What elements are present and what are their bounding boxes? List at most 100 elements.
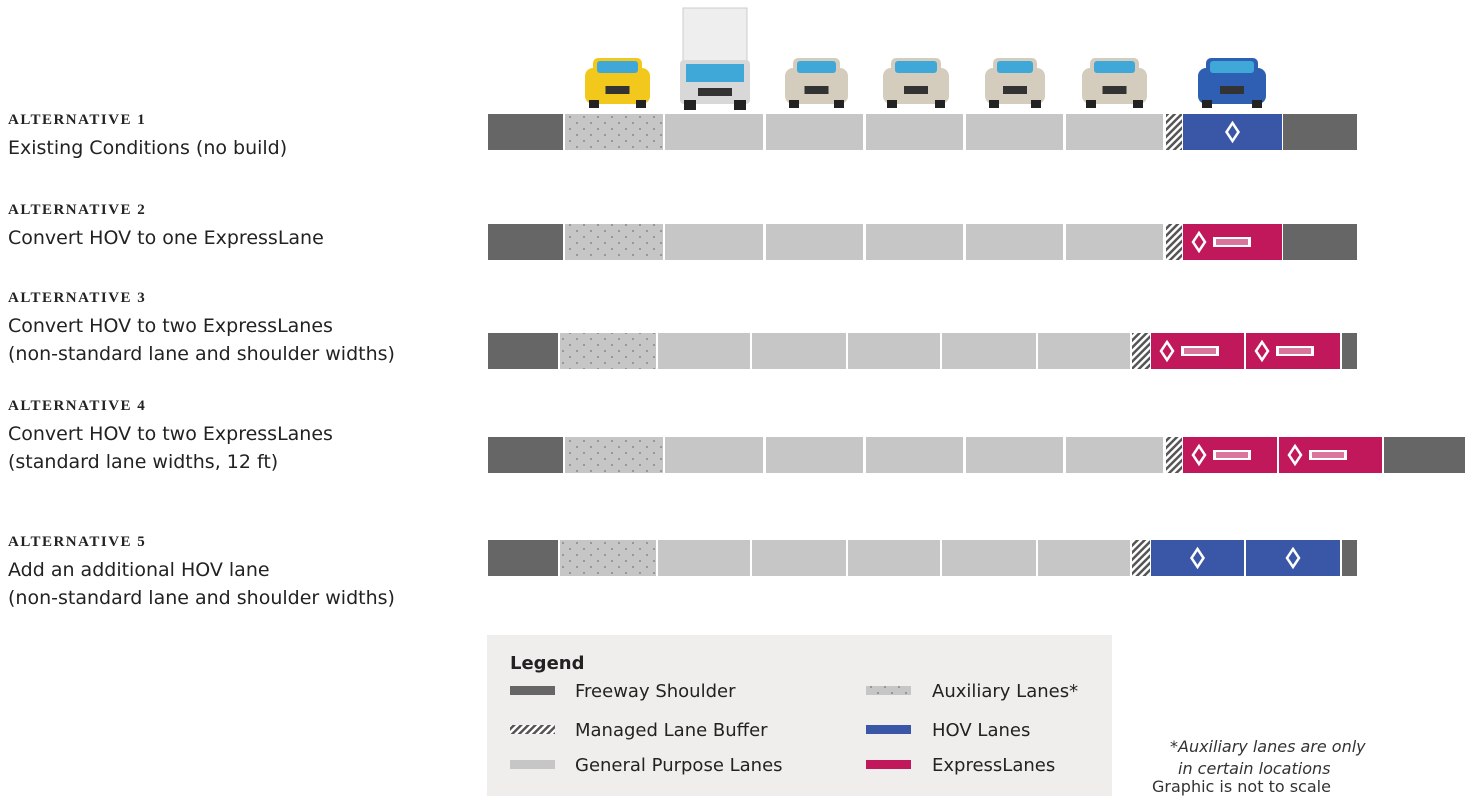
car-wheel bbox=[1202, 100, 1212, 108]
lane-G bbox=[1038, 333, 1130, 369]
lane-G bbox=[766, 224, 863, 260]
car-wheel bbox=[834, 100, 844, 108]
alt-description: Add an additional HOV lane bbox=[8, 559, 270, 581]
lane-G bbox=[942, 540, 1036, 576]
car-grille bbox=[1220, 86, 1244, 94]
legend-swatch bbox=[510, 725, 555, 734]
car-windshield bbox=[797, 61, 836, 73]
lane-H bbox=[1246, 540, 1340, 576]
car-windshield bbox=[1210, 61, 1254, 73]
lane-G bbox=[942, 333, 1036, 369]
lane-A bbox=[560, 333, 656, 369]
alt-title: ALTERNATIVE 1 bbox=[8, 112, 146, 128]
car-windshield bbox=[895, 61, 937, 73]
lane-G bbox=[848, 333, 940, 369]
diagram: Legend *Auxiliary lanes are only in cert… bbox=[0, 0, 1465, 796]
car-grille bbox=[904, 86, 928, 94]
lane-G bbox=[866, 437, 963, 473]
truck-windshield bbox=[686, 64, 744, 82]
legend-label: General Purpose Lanes bbox=[575, 755, 783, 776]
alt-title: ALTERNATIVE 3 bbox=[8, 290, 146, 306]
lane-G bbox=[866, 224, 963, 260]
lane-G bbox=[866, 114, 963, 150]
lane-G bbox=[1066, 437, 1163, 473]
car-wheel bbox=[1086, 100, 1096, 108]
lane-G bbox=[752, 540, 846, 576]
legend-label: Freeway Shoulder bbox=[575, 681, 736, 702]
car-grille bbox=[805, 86, 829, 94]
car-windshield bbox=[597, 61, 638, 73]
legend-label: ExpressLanes bbox=[932, 755, 1055, 776]
lane-G bbox=[658, 540, 750, 576]
alt-description: Existing Conditions (no build) bbox=[8, 137, 287, 159]
alt-title: ALTERNATIVE 2 bbox=[8, 202, 146, 218]
lane-B bbox=[1166, 224, 1182, 260]
car-wheel bbox=[1031, 100, 1041, 108]
truck-grille bbox=[698, 88, 732, 96]
alt-description: (non-standard lane and shoulder widths) bbox=[8, 587, 395, 609]
lane-S bbox=[1283, 224, 1357, 260]
lane-S bbox=[1342, 333, 1357, 369]
fastrak-mark bbox=[1184, 348, 1216, 354]
alt-description: (non-standard lane and shoulder widths) bbox=[8, 343, 395, 365]
fastrak-mark bbox=[1279, 348, 1311, 354]
legend-swatch bbox=[866, 686, 911, 695]
lane-A bbox=[565, 224, 663, 260]
scale-note: Graphic is not to scale bbox=[1152, 777, 1331, 796]
car-windshield bbox=[997, 61, 1033, 73]
car-grille bbox=[1003, 86, 1027, 94]
lane-A bbox=[560, 540, 656, 576]
legend-title: Legend bbox=[510, 653, 584, 674]
lane-S bbox=[1384, 437, 1465, 473]
lane-G bbox=[848, 540, 940, 576]
footnote: *Auxiliary lanes are only bbox=[1170, 737, 1366, 756]
legend-label: Auxiliary Lanes* bbox=[932, 681, 1078, 702]
truck-box bbox=[683, 8, 747, 68]
lane-S bbox=[1283, 114, 1357, 150]
lane-G bbox=[766, 114, 863, 150]
fastrak-mark bbox=[1216, 452, 1248, 458]
car-wheel bbox=[989, 100, 999, 108]
lane-G bbox=[966, 437, 1063, 473]
car-wheel bbox=[589, 100, 599, 108]
lane-G bbox=[966, 114, 1063, 150]
footnote: in certain locations bbox=[1178, 759, 1330, 778]
legend-label: HOV Lanes bbox=[932, 720, 1030, 741]
car-wheel bbox=[789, 100, 799, 108]
lane-A bbox=[565, 437, 663, 473]
car-wheel bbox=[1252, 100, 1262, 108]
lane-B bbox=[1132, 333, 1150, 369]
lane-S bbox=[488, 114, 563, 150]
legend-swatch bbox=[510, 760, 555, 769]
fastrak-mark bbox=[1216, 239, 1248, 245]
car-wheel bbox=[1133, 100, 1143, 108]
lane-G bbox=[766, 437, 863, 473]
legend-swatch bbox=[510, 686, 555, 695]
lane-G bbox=[966, 224, 1063, 260]
lane-S bbox=[488, 224, 563, 260]
car-wheel bbox=[935, 100, 945, 108]
lane-S bbox=[488, 540, 558, 576]
car-windshield bbox=[1094, 61, 1135, 73]
car-wheel bbox=[636, 100, 646, 108]
alt-description: Convert HOV to one ExpressLane bbox=[8, 227, 324, 249]
alt-description: Convert HOV to two ExpressLanes bbox=[8, 423, 333, 445]
truck-wheel bbox=[734, 100, 746, 110]
lane-G bbox=[665, 224, 763, 260]
lane-A bbox=[565, 114, 663, 150]
truck-wheel bbox=[684, 100, 696, 110]
lane-G bbox=[1066, 114, 1163, 150]
legend-swatch bbox=[866, 760, 911, 769]
legend-swatch bbox=[866, 725, 911, 734]
lane-B bbox=[1166, 114, 1182, 150]
alt-description: Convert HOV to two ExpressLanes bbox=[8, 315, 333, 337]
lane-H bbox=[1183, 114, 1282, 150]
lane-B bbox=[1132, 540, 1150, 576]
alt-title: ALTERNATIVE 5 bbox=[8, 534, 146, 550]
lane-G bbox=[658, 333, 750, 369]
car-grille bbox=[1103, 86, 1127, 94]
alt-description: (standard lane widths, 12 ft) bbox=[8, 451, 278, 473]
lane-H bbox=[1151, 540, 1244, 576]
alt-title: ALTERNATIVE 4 bbox=[8, 398, 146, 414]
fastrak-mark bbox=[1312, 452, 1344, 458]
